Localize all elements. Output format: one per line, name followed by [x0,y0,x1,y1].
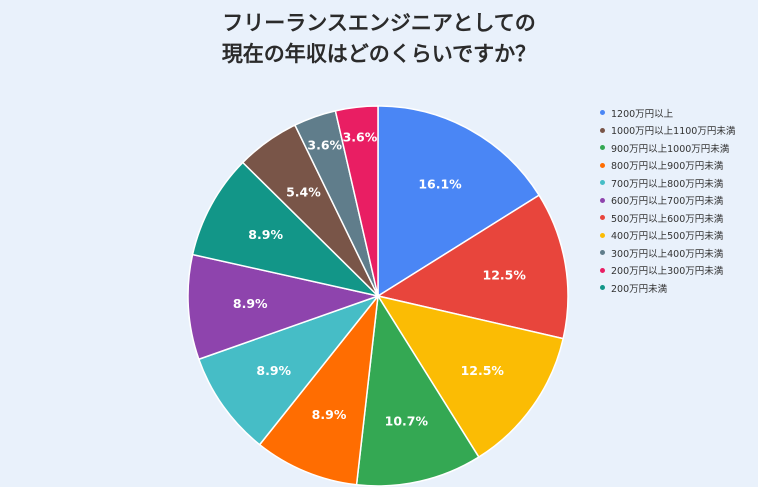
legend-swatch [600,215,605,221]
chart-title-line-2: 現在の年収はどのくらいですか？ [221,42,537,66]
pie-slices [187,105,569,487]
chart-title-line-1: フリーランスエンジニアとしての [222,11,536,35]
legend-label: 700万円以上800万円未満 [611,178,724,190]
legend-item: 900万円以上1000万円未満 [600,139,758,157]
pie-slice-label: 3.6% [343,130,378,145]
legend-label: 600万円以上700万円未満 [611,196,724,208]
legend-swatch [600,285,605,291]
legend-label: 800万円以上900万円未満 [611,161,724,173]
chart-legend: 1200万円以上 1000万円以上1100万円未満 900万円以上1000万円未満 8… [600,104,758,297]
legend-swatch [600,145,605,151]
legend-swatch [600,162,605,168]
legend-item: 200万円以上300万円未満 [600,262,758,280]
pie-slice [258,293,380,486]
pie-slice [376,294,565,459]
pie-slice [376,194,569,340]
legend-item: 200万円未満 [600,279,758,297]
legend-label: 1200万円以上 [611,108,674,120]
legend-label: 1000万円以上1100万円未満 [611,126,736,138]
pie-slice-label: 10.7% [385,413,429,428]
pie-slice-label: 8.9% [256,363,291,378]
legend-label: 400万円以上500万円未満 [611,231,724,243]
legend-swatch [600,232,605,238]
legend-item: 1200万円以上 [600,104,758,122]
legend-item: 700万円以上800万円未満 [600,174,758,192]
pie-slice-label: 8.9% [233,296,268,311]
pie-slice [355,293,480,487]
legend-label: 300万円以上400万円未満 [611,248,724,260]
pie-slice-label: 12.5% [483,267,527,282]
pie-slice [197,294,381,446]
legend-item: 400万円以上500万円未満 [600,227,758,245]
legend-swatch [600,180,605,186]
pie-slice-label: 8.9% [248,227,283,242]
legend-label: 500万円以上600万円未満 [611,213,724,225]
pie-slice [191,161,381,298]
pie-slice-label: 8.9% [312,407,347,422]
pie-slice [377,105,541,298]
legend-item: 1000万円以上1100万円未満 [600,122,758,140]
legend-swatch [600,110,605,116]
chart-title: フリーランスエンジニアとしての 現在の年収はどのくらいですか？ [0,8,758,70]
pie-slice-label: 3.6% [307,138,342,153]
legend-item: 500万円以上600万円未満 [600,209,758,227]
legend-item: 600万円以上700万円未満 [600,192,758,210]
legend-swatch [600,267,605,273]
legend-label: 200万円以上300万円未満 [611,266,724,278]
pie-slice [334,105,379,297]
pie-slice-label: 12.5% [461,363,505,378]
legend-item: 800万円以上900万円未満 [600,157,758,175]
legend-label: 200万円未満 [611,283,668,295]
pie-slice-label: 5.4% [286,184,321,199]
legend-item: 300万円以上400万円未満 [600,244,758,262]
pie-slice-labels: 16.1% 12.5% 12.5% 10.7% 8.9% 8.9% 8.9% 8.9% 5.4%… [233,130,526,429]
legend-label: 900万円以上1000万円未満 [611,143,730,155]
legend-swatch [600,250,605,256]
legend-swatch [600,197,605,203]
pie-slice-label: 16.1% [418,177,462,192]
legend-swatch [600,127,605,133]
pie-slice [187,253,381,361]
